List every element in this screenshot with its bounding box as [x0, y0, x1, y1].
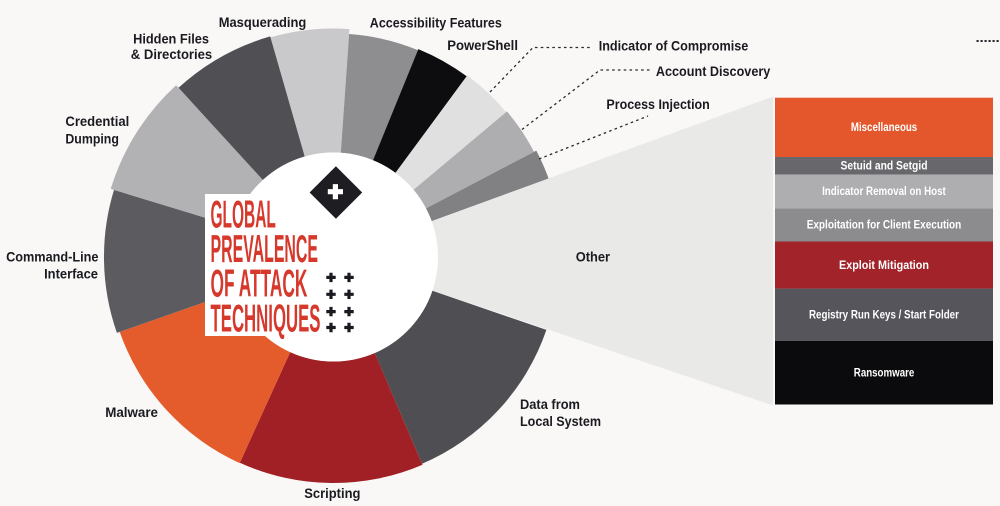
- svg-text:Hidden Files: Hidden Files: [133, 31, 209, 47]
- svg-text:Ransomware: Ransomware: [854, 365, 915, 379]
- svg-text:Dumping: Dumping: [65, 132, 119, 148]
- svg-text:Credential: Credential: [65, 114, 129, 130]
- svg-text:Local System: Local System: [520, 414, 601, 430]
- svg-text:Miscellaneous: Miscellaneous: [851, 120, 917, 134]
- svg-text:Indicator of Compromise: Indicator of Compromise: [599, 39, 749, 55]
- svg-text:Malware: Malware: [105, 405, 158, 421]
- svg-text:OF ATTACK: OF ATTACK: [211, 263, 308, 306]
- svg-text:PowerShell: PowerShell: [447, 38, 518, 54]
- svg-text:Account Discovery: Account Discovery: [656, 64, 770, 80]
- svg-text:Interface: Interface: [44, 266, 98, 282]
- svg-text:GLOBAL: GLOBAL: [211, 193, 276, 236]
- svg-text:Accessibility Features: Accessibility Features: [370, 16, 502, 32]
- svg-text:Indicator Removal on Host: Indicator Removal on Host: [822, 184, 946, 198]
- svg-text:Data from: Data from: [520, 397, 580, 413]
- svg-text:Command-Line: Command-Line: [6, 249, 98, 265]
- svg-text:Exploitation for Client Execut: Exploitation for Client Execution: [807, 218, 962, 232]
- svg-text:Masquerading: Masquerading: [219, 15, 307, 31]
- svg-text:Scripting: Scripting: [304, 486, 360, 502]
- svg-text:& Directories: & Directories: [131, 47, 213, 63]
- svg-text:TECHNIQUES: TECHNIQUES: [211, 297, 321, 340]
- svg-text:PREVALENCE: PREVALENCE: [211, 228, 319, 271]
- svg-text:Process Injection: Process Injection: [606, 97, 709, 113]
- svg-text:Exploit Mitigation: Exploit Mitigation: [839, 258, 929, 272]
- svg-text:Setuid and Setgid: Setuid and Setgid: [841, 159, 928, 173]
- svg-text:Other: Other: [576, 250, 611, 266]
- svg-text:Registry Run Keys / Start Fold: Registry Run Keys / Start Folder: [809, 307, 959, 321]
